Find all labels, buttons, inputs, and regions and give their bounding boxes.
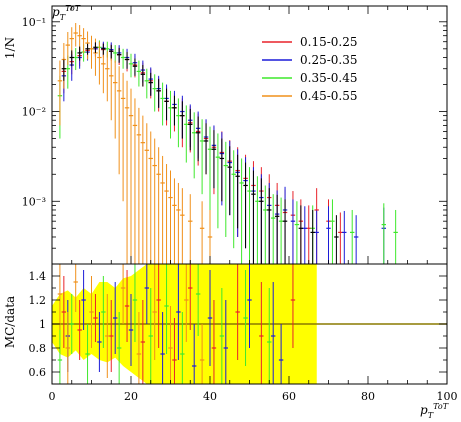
ratio-y-tick-label: 0.8: [29, 342, 47, 355]
x-axis-label-sup: ToT: [433, 402, 449, 411]
x-axis-label-sub: T: [428, 411, 434, 420]
x-tick-label: 80: [361, 390, 375, 403]
legend-label-3: 0.45-0.55: [300, 89, 358, 103]
main-y-tick-label: 10⁻²: [22, 106, 46, 119]
ratio-y-axis-label: MC/data: [3, 296, 17, 348]
x-tick-label: 40: [203, 390, 217, 403]
ratio-panel: 0.6 0.8 1 1.2 1.4 0 20 40 60 80 100: [29, 263, 458, 403]
ratio-y-tick-label: 1.4: [29, 270, 47, 283]
x-tick-label: 0: [49, 390, 56, 403]
main-title-sub: T: [60, 13, 66, 22]
x-tick-label: 60: [282, 390, 296, 403]
legend: 0.15-0.25 0.25-0.35 0.35-0.45 0.45-0.55: [262, 35, 358, 103]
x-axis-label: pTToT: [420, 402, 449, 420]
ratio-y-tick-label: 1.2: [29, 294, 47, 307]
main-y-axis-label: 1/N: [3, 37, 17, 59]
legend-label-1: 0.25-0.35: [300, 53, 358, 67]
legend-label-0: 0.15-0.25: [300, 35, 358, 49]
main-y-tick-label: 10⁻³: [22, 195, 46, 208]
x-tick-label: 100: [437, 390, 458, 403]
main-y-tick-label: 10⁻¹: [22, 16, 46, 29]
main-title: pTToT: [52, 4, 81, 22]
legend-label-2: 0.35-0.45: [300, 71, 358, 85]
ratio-y-tick-label: 0.6: [29, 366, 47, 379]
ratio-y-tick-label: 1: [39, 318, 46, 331]
x-axis-label-base: p: [420, 403, 428, 417]
main-title-sup: ToT: [65, 4, 81, 13]
x-tick-label: 20: [124, 390, 138, 403]
main-panel: 10⁻¹ 10⁻² 10⁻³: [22, 5, 448, 265]
main-title-base: p: [52, 5, 60, 19]
